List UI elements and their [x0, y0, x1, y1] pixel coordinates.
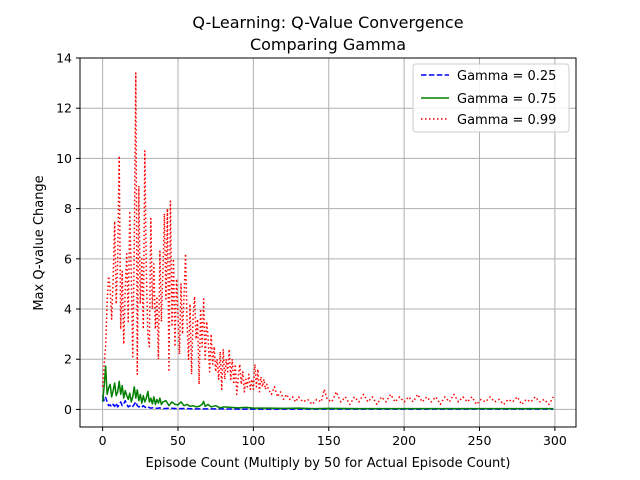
- series-layer: [101, 72, 555, 410]
- x-tick-label-0: 0: [99, 433, 107, 448]
- y-tick-label-2: 2: [64, 352, 72, 367]
- y-tick-label-0: 0: [64, 402, 72, 417]
- legend-label-gamma-0-75: Gamma = 0.75: [457, 92, 556, 107]
- chart-title: Q-Learning: Q-Value Convergence: [192, 13, 463, 32]
- series-line-2: [101, 72, 555, 406]
- legend-label-gamma-0-99: Gamma = 0.99: [457, 113, 556, 128]
- x-tick-label-50: 50: [170, 433, 186, 448]
- x-tick-label-200: 200: [392, 433, 416, 448]
- y-axis: 0 2 4 6 8 10 12 14: [56, 51, 80, 417]
- legend: Gamma = 0.25 Gamma = 0.75 Gamma = 0.99: [412, 63, 570, 133]
- y-tick-label-10: 10: [56, 151, 72, 166]
- y-axis-label: Max Q-value Change: [32, 175, 47, 310]
- x-tick-label-100: 100: [241, 433, 265, 448]
- x-axis-label: Episode Count (Multiply by 50 for Actual…: [146, 456, 511, 471]
- axes-frame: [79, 57, 577, 428]
- y-tick-label-14: 14: [56, 51, 72, 66]
- legend-box: [412, 63, 570, 133]
- y-tick-label-8: 8: [64, 201, 72, 216]
- y-tick-label-12: 12: [56, 101, 72, 116]
- y-tick-label-6: 6: [64, 251, 72, 266]
- x-tick-label-300: 300: [543, 433, 567, 448]
- y-tick-label-4: 4: [64, 302, 72, 317]
- x-tick-label-150: 150: [317, 433, 341, 448]
- x-tick-label-250: 250: [468, 433, 492, 448]
- legend-label-gamma-0-25: Gamma = 0.25: [457, 69, 556, 84]
- chart-subtitle: Comparing Gamma: [250, 35, 406, 54]
- series-line-0: [101, 395, 554, 410]
- series-line-1: [101, 365, 554, 410]
- x-axis: 0 50 100 150 200 250 300: [99, 427, 567, 448]
